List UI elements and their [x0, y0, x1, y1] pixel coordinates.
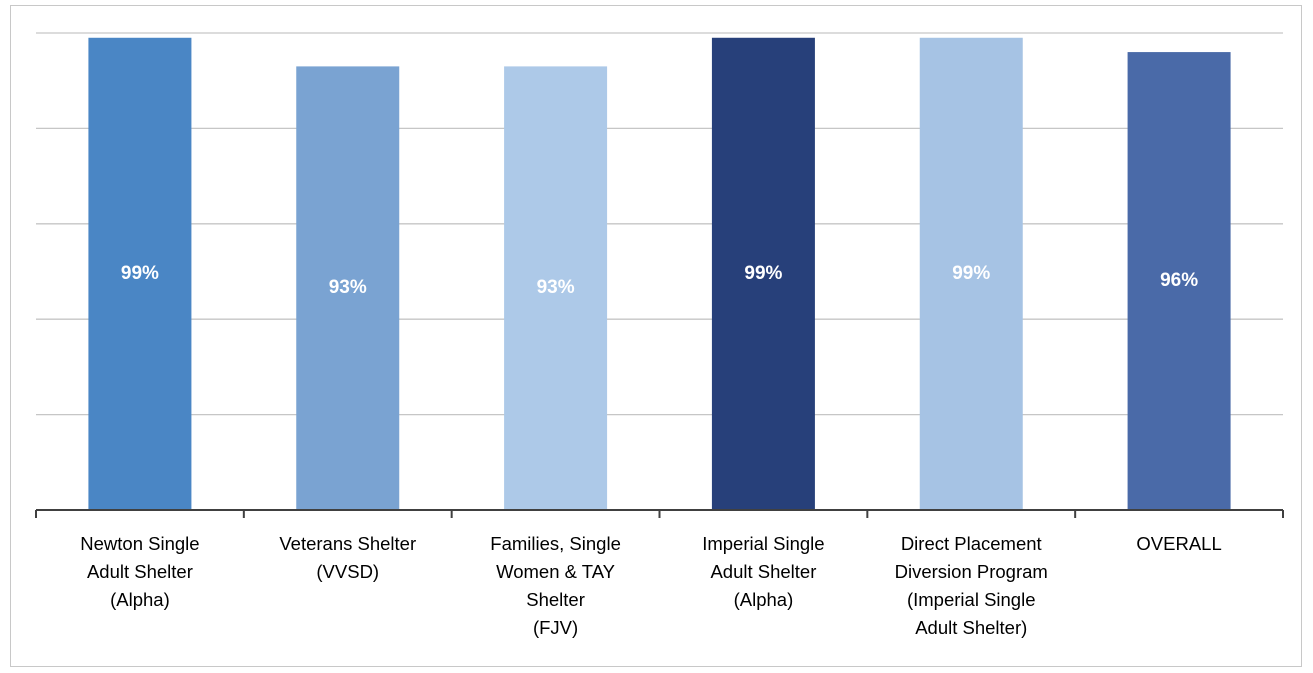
- x-tick-label: OVERALL: [1136, 533, 1222, 554]
- value-label: 99%: [744, 263, 782, 284]
- bar: [711, 37, 815, 511]
- x-tick-label: Imperial Single Adult Shelter (Alpha): [702, 533, 825, 610]
- bar: [504, 66, 608, 510]
- bar: [296, 66, 400, 510]
- bar: [88, 37, 192, 511]
- chart-frame: [10, 5, 1302, 667]
- x-tick-label: Veterans Shelter (VVSD): [279, 533, 417, 582]
- value-label: 96%: [1160, 270, 1198, 291]
- value-label: 93%: [329, 277, 367, 298]
- value-label: 99%: [121, 263, 159, 284]
- value-label: 93%: [537, 277, 575, 298]
- value-label: 99%: [952, 263, 990, 284]
- x-tick-label: Newton Single Adult Shelter (Alpha): [80, 533, 200, 610]
- x-tick-label: Direct Placement Diversion Program (Impe…: [894, 533, 1048, 638]
- bar: [919, 37, 1023, 511]
- bar: [1127, 52, 1231, 510]
- x-tick-label: Families, Single Women & TAY Shelter (FJ…: [490, 533, 621, 638]
